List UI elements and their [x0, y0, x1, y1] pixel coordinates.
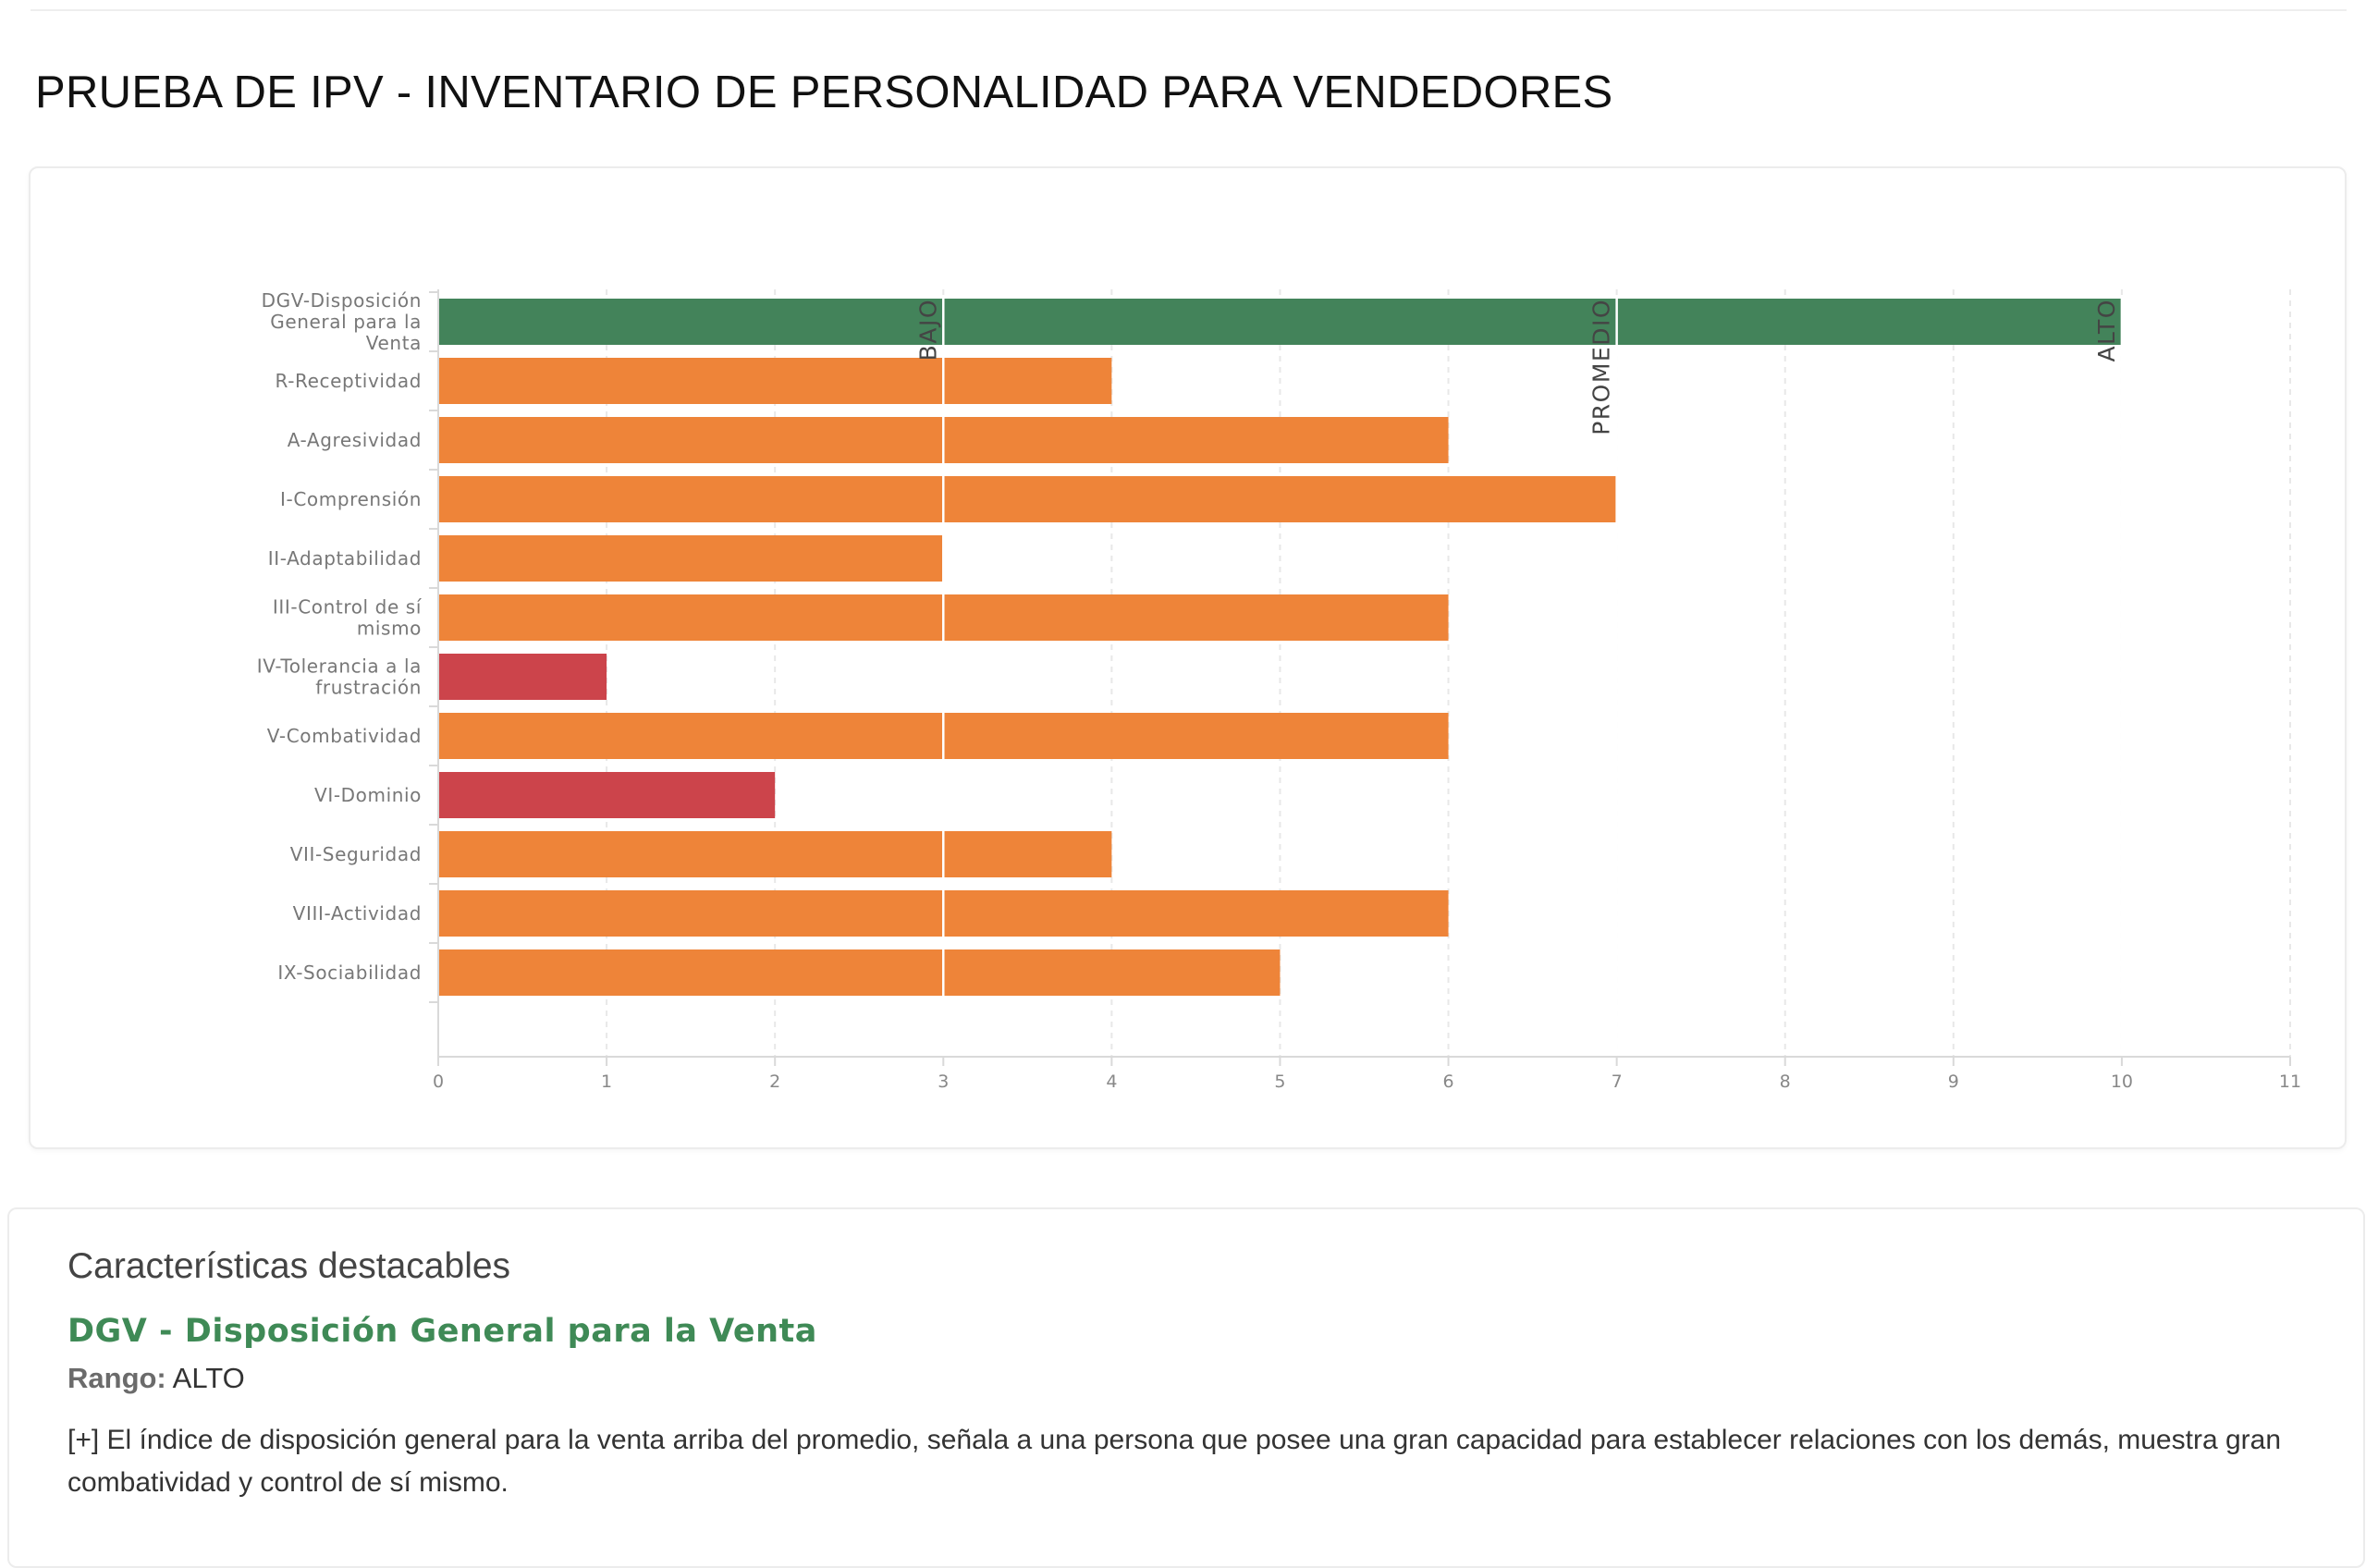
page-title: PRUEBA DE IPV - INVENTARIO DE PERSONALID… [35, 67, 1613, 117]
highlights-heading: Características destacables [67, 1246, 511, 1286]
range-label: Rango: [67, 1362, 166, 1394]
highlight-description: [+] El índice de disposición general par… [67, 1425, 2282, 1498]
highlight-item-title: DGV - Disposición General para la Venta [67, 1313, 817, 1350]
range-value: ALTO [172, 1362, 245, 1394]
highlight-range: Rango: ALTO [67, 1362, 245, 1395]
highlights-card [7, 1207, 2365, 1568]
chart-card [29, 166, 2347, 1149]
top-divider [31, 9, 2347, 11]
